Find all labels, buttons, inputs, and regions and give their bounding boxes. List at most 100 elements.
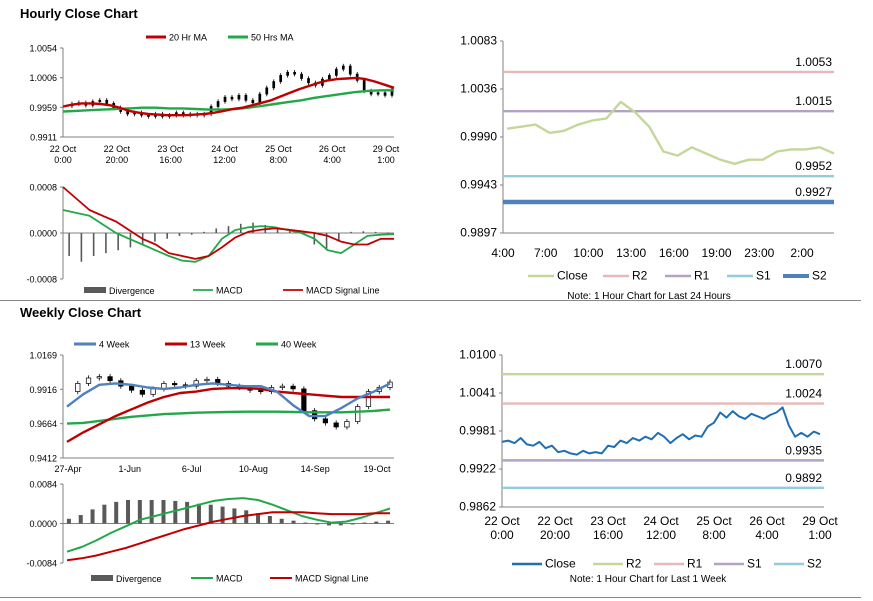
hourly-macd-divergence-bar [178, 233, 181, 236]
weekly-macd-divergence-bar [350, 523, 355, 525]
weekly-macd-divergence-bar [244, 510, 249, 524]
weekly-macd-divergence-bar [362, 522, 367, 524]
hourly-price-candle-body [272, 81, 276, 89]
hourly-macd-divergence-bar [338, 233, 340, 242]
weekly-macd-divergence-bar [220, 506, 225, 524]
hourly-macd-divergence-bar [276, 227, 279, 233]
hourly-pivot-y-tick-label: 0.9943 [460, 178, 497, 192]
hourly-pivot-s2-label: 0.9927 [795, 185, 832, 199]
weekly-13week-line [66, 387, 390, 443]
weekly-price-candle-body [322, 418, 328, 424]
hourly-pivot-legend-label: S2 [812, 269, 827, 283]
weekly-price-x-tick-label: 19-Oct [363, 464, 391, 474]
weekly-price-legend-label: 40 Week [281, 340, 317, 350]
weekly-price-legend-label: 4 Week [99, 340, 130, 350]
hourly-price-x-tick-label: 26 Oct [319, 144, 346, 154]
weekly-price-candle-body [150, 388, 156, 395]
hourly-pivot-y-tick-label: 0.9990 [460, 130, 497, 144]
weekly-price-candle-body [172, 383, 178, 386]
weekly-price-y-tick-label: 0.9916 [29, 385, 57, 395]
hourly-macd-divergence-bar [80, 233, 83, 262]
weekly-pivot-close-line [501, 406, 821, 456]
hourly-price-x-tick-label: 23 Oct [157, 144, 184, 154]
hourly-macd-divergence-bar [215, 228, 218, 233]
hourly-price-x-tick-label: 4:00 [323, 155, 341, 165]
hourly-macd-divergence-bar [350, 231, 352, 233]
hourly-price-y-tick-label: 0.9959 [29, 103, 57, 113]
hourly-price-candle-body [258, 93, 262, 104]
hourly-macd-divergence-bar [117, 233, 119, 251]
weekly-macd-signal-line [66, 511, 390, 562]
hourly-price-x-tick-label: 8:00 [270, 155, 288, 165]
hourly-pivot-x-tick-label: 10:00 [573, 246, 603, 260]
weekly-macd-divergence-bar [267, 515, 272, 524]
weekly-macd-divergence-bar [90, 509, 95, 524]
hourly-price-x-tick-label: 0:00 [54, 155, 72, 165]
weekly-macd-legend-swatch [91, 575, 113, 581]
weekly-price-candle-body [75, 383, 81, 392]
weekly-macd-divergence-bar [149, 499, 154, 524]
hourly-price-candle-body [216, 101, 220, 107]
weekly-price-x-tick-label: 14-Sep [301, 464, 330, 474]
hourly-macd-divergence-bar [203, 231, 205, 233]
weekly-price-y-tick-label: 0.9412 [29, 454, 57, 464]
weekly-pivot-x-tick-label: 12:00 [646, 528, 676, 542]
weekly-price-candle-body [355, 406, 361, 422]
weekly-price-x-tick-label: 1-Jun [119, 464, 142, 474]
weekly-macd-divergence-bar [338, 523, 343, 526]
hourly-macd-divergence-bar [227, 226, 230, 233]
weekly-price-candle-body [107, 376, 113, 382]
hourly-price-candle-body [348, 65, 352, 75]
hourly-price-y-tick-label: 1.0054 [29, 44, 57, 54]
weekly-macd-divergence-bar [161, 499, 166, 524]
hourly-20hr-ma-line [62, 76, 395, 117]
weekly-pivot-x-tick-label: 1:00 [808, 528, 832, 542]
hourly-pivot-x-tick-label: 23:00 [744, 246, 774, 260]
hourly-pivot-r2-label: 1.0053 [795, 55, 832, 69]
weekly-pivot-y-tick-label: 0.9981 [459, 424, 496, 438]
hourly-macd-divergence-bar [374, 231, 377, 233]
hourly-price-candle-body [341, 65, 345, 70]
hourly-price-legend-label: 50 Hrs MA [251, 33, 294, 43]
hourly-price-candle-body [251, 99, 255, 104]
hourly-price-x-tick-label: 22 Oct [50, 144, 77, 154]
hourly-pivot-legend-label: R1 [694, 269, 710, 283]
weekly-pivot-x-tick-label: 22 Oct [484, 514, 520, 528]
hourly-pivot-s1-label: 0.9952 [795, 159, 832, 173]
weekly-macd-divergence-bar [326, 523, 331, 526]
hourly-macd-y-tick-label: 0.0000 [29, 229, 57, 239]
weekly-macd-divergence-bar [137, 499, 142, 524]
hourly-pivot-r1-label: 1.0015 [795, 94, 832, 108]
hourly-pivot-legend-label: Close [557, 269, 588, 283]
hourly-price-candle-body [244, 94, 248, 101]
section-divider-bottom [0, 597, 861, 598]
weekly-pivot-x-tick-label: 24 Oct [643, 514, 679, 528]
hourly-price-candle-body [230, 96, 234, 100]
weekly-macd-divergence-bar [102, 504, 107, 524]
weekly-price-x-tick-label: 6-Jul [182, 464, 202, 474]
weekly-pivot-y-tick-label: 1.0041 [459, 386, 496, 400]
hourly-macd-y-tick-label: -0.0008 [26, 275, 57, 285]
hourly-price-x-tick-label: 24 Oct [211, 144, 238, 154]
weekly-macd-line [66, 497, 391, 553]
weekly-pivot-s2-label: 0.9892 [785, 471, 822, 485]
weekly-pivot-r1-label: 1.0024 [785, 387, 822, 401]
hourly-price-candle-body [300, 73, 303, 79]
weekly-macd-divergence-bar [386, 520, 391, 524]
hourly-pivot-y-tick-label: 1.0036 [460, 82, 497, 96]
hourly-macd-divergence-bar [252, 222, 254, 233]
weekly-pivot-y-tick-label: 0.9922 [459, 462, 496, 476]
hourly-price-candle-body [328, 75, 331, 80]
hourly-price-candle-body [383, 92, 387, 96]
weekly-pivot-legend-label: R1 [687, 557, 703, 571]
hourly-price-candle-body [265, 87, 269, 95]
hourly-macd-legend-label: MACD Signal Line [306, 286, 380, 296]
weekly-price-x-tick-label: 10-Aug [239, 464, 268, 474]
weekly-4week-line [66, 382, 391, 418]
weekly-price-candle-body [365, 391, 372, 407]
hourly-pivot-x-tick-label: 7:00 [534, 246, 558, 260]
weekly-macd-divergence-bar [279, 518, 284, 524]
hourly-macd-divergence-bar [190, 233, 193, 235]
hourly-macd-legend-label: Divergence [109, 286, 155, 296]
